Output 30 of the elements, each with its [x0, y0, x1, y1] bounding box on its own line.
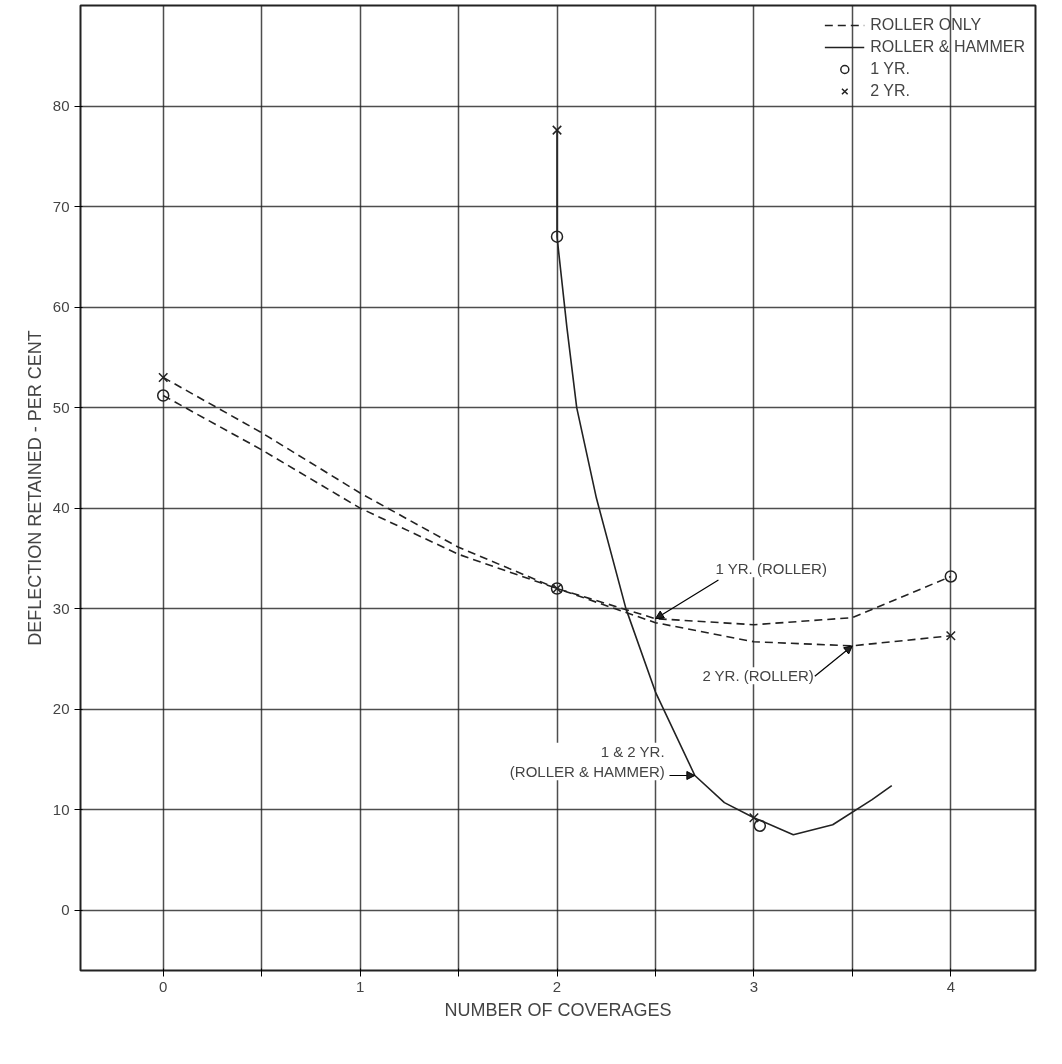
y-tick-label: 0 [61, 901, 70, 919]
y-tick-label: 80 [52, 97, 70, 115]
annotation: 2 YR. (ROLLER) [702, 667, 814, 685]
point [945, 630, 956, 641]
point [550, 230, 564, 243]
y-tick-label: 70 [52, 197, 70, 215]
legend-label: ROLLER & HAMMER [870, 38, 1025, 56]
annotation: 1 & 2 YR. (ROLLER & HAMMER) [509, 742, 665, 781]
point [158, 372, 169, 383]
x-tick-label: 4 [946, 977, 955, 995]
y-tick-label: 40 [52, 499, 70, 517]
annotation: 1 YR. (ROLLER) [715, 560, 827, 578]
y-tick-label: 10 [52, 800, 70, 818]
point [156, 389, 170, 402]
x-tick-label: 3 [749, 977, 759, 995]
y-tick-label: 50 [52, 398, 70, 416]
point [944, 570, 958, 583]
point [552, 125, 563, 136]
x-tick-label: 0 [159, 977, 168, 995]
y-tick-label: 20 [52, 700, 70, 718]
x-tick-label: 2 [552, 977, 562, 995]
point [753, 819, 767, 832]
legend-label: 1 YR. [870, 60, 911, 78]
legend-label: 2 YR. [870, 82, 911, 100]
x-axis-title: NUMBER OF COVERAGES [444, 999, 672, 1020]
y-axis-title: DEFLECTION RETAINED - PER CENT [24, 330, 45, 646]
y-tick-label: 60 [52, 298, 70, 316]
y-tick-label: 30 [52, 599, 70, 617]
x-tick-label: 1 [355, 977, 365, 995]
point [748, 812, 759, 823]
